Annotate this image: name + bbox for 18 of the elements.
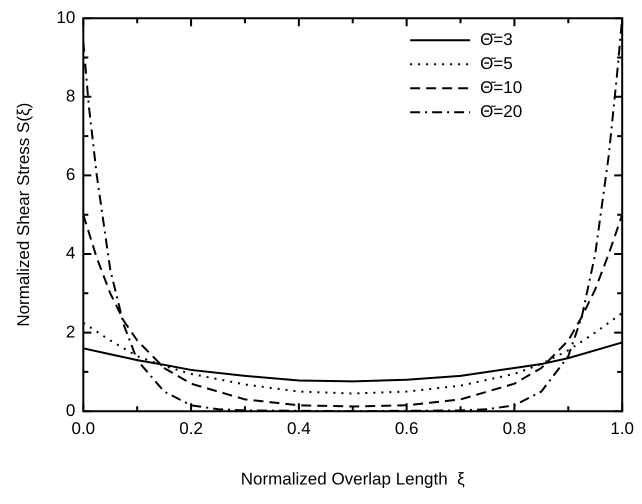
x-axis-title: Normalized Overlap Length ξ [240,469,466,488]
legend-label: Θ̄=3 [480,30,513,49]
x-tick-label: 0.8 [502,419,526,438]
legend-label: Θ̄=10 [480,78,522,97]
y-tick-label: 0 [66,400,76,420]
y-tick-label: 8 [66,86,76,106]
y-tick-label: 6 [66,165,76,184]
y-axis-title: Normalized Shear Stress S(ξ) [14,102,33,327]
y-tick-label: 2 [66,322,76,342]
y-tick-label: 4 [66,244,76,263]
legend-label: Θ̄=20 [480,102,522,121]
y-tick-label: 10 [56,8,76,27]
x-tick-label: 1.0 [610,419,634,438]
x-tick-label: 0.2 [179,419,203,438]
x-tick-label: 0.6 [394,419,418,438]
x-tick-label: 0.0 [71,419,96,438]
x-tick-label: 0.4 [287,419,311,438]
legend-label: Θ̄=5 [480,54,513,73]
